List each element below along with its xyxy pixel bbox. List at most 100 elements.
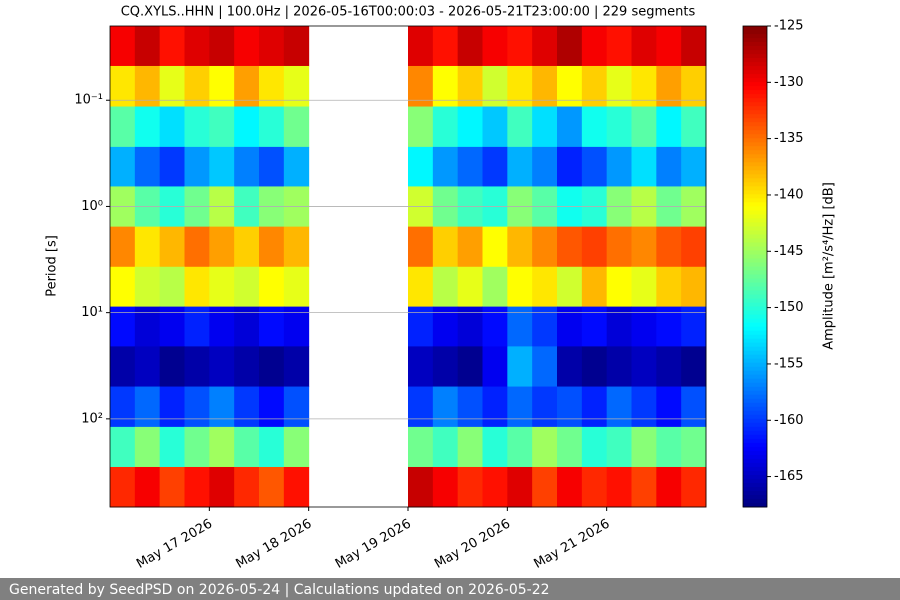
colorbar-band: [743, 150, 767, 155]
heatmap-cell: [656, 266, 682, 308]
colorbar-band: [743, 434, 767, 440]
colorbar-band: [743, 210, 767, 215]
colorbar-band: [743, 54, 767, 59]
heatmap-cell: [159, 466, 185, 508]
colorbar-band: [743, 302, 767, 308]
colorbar-band: [743, 106, 767, 111]
heatmap-cell: [631, 306, 657, 347]
colorbar-band: [743, 286, 767, 292]
heatmap-cell: [482, 106, 508, 148]
heatmap-cell: [408, 466, 434, 508]
heatmap-cell: [234, 106, 260, 148]
heatmap-cell: [482, 426, 508, 468]
heatmap-cell: [681, 266, 707, 308]
colorbar-tick-label: -130: [774, 75, 804, 90]
heatmap-cell: [234, 466, 260, 508]
colorbar-band: [743, 382, 767, 388]
heatmap-cell: [159, 26, 185, 67]
heatmap-cell: [134, 65, 161, 108]
colorbar-band: [743, 246, 767, 251]
heatmap-cell: [159, 106, 185, 148]
colorbar-band: [743, 338, 767, 344]
colorbar-band: [743, 86, 767, 91]
heatmap-cell: [408, 306, 434, 347]
heatmap-cell: [110, 106, 136, 148]
heatmap-cell: [283, 346, 310, 388]
heatmap-cell: [432, 26, 459, 67]
colorbar-band: [743, 202, 767, 207]
heatmap-cell: [283, 386, 310, 428]
heatmap-cell: [681, 426, 707, 468]
heatmap-cell: [259, 426, 285, 468]
colorbar-tick-label: -135: [774, 131, 804, 146]
colorbar-band: [743, 46, 767, 51]
heatmap-cell: [432, 65, 459, 108]
heatmap-cell: [408, 266, 434, 308]
heatmap-cell: [532, 426, 558, 468]
heatmap-cell: [408, 346, 434, 388]
heatmap-cell: [606, 26, 632, 67]
heatmap-cell: [408, 65, 434, 108]
heatmap-cell: [209, 65, 235, 108]
heatmap-cell: [209, 426, 235, 468]
heatmap-cell: [557, 386, 583, 428]
colorbar-label: Amplitude [m²/s⁴/Hz] [dB]: [822, 182, 837, 350]
heatmap-cell: [532, 65, 558, 108]
colorbar-band: [743, 130, 767, 135]
colorbar-band: [743, 262, 767, 267]
heatmap-cell: [631, 346, 657, 388]
heatmap-cell: [259, 386, 285, 428]
colorbar-band: [743, 374, 767, 380]
colorbar-band: [743, 238, 767, 243]
colorbar-band: [743, 406, 767, 412]
colorbar-band: [743, 118, 767, 123]
colorbar-band: [743, 82, 767, 87]
colorbar-tick-label: -160: [774, 413, 804, 428]
colorbar-band: [743, 390, 767, 396]
heatmap-cell: [581, 65, 608, 108]
colorbar-band: [743, 158, 767, 163]
heatmap-cell: [159, 306, 185, 347]
heatmap-cell: [184, 106, 210, 148]
heatmap-cell: [259, 346, 285, 388]
heatmap-cell: [432, 146, 459, 187]
colorbar-band: [743, 366, 767, 372]
heatmap-cell: [606, 426, 632, 468]
colorbar-band: [743, 470, 767, 476]
colorbar-band: [743, 402, 767, 408]
heatmap-cell: [631, 65, 657, 108]
heatmap-cell: [482, 266, 508, 308]
heatmap-cell: [482, 306, 508, 347]
heatmap-cell: [656, 106, 682, 148]
heatmap-cell: [184, 426, 210, 468]
heatmap-cell: [159, 346, 185, 388]
colorbar-band: [743, 266, 767, 272]
heatmap-cell: [110, 386, 136, 428]
colorbar-band: [743, 482, 767, 488]
heatmap-cell: [581, 346, 608, 388]
heatmap-cell: [656, 26, 682, 67]
heatmap-cell: [631, 466, 657, 508]
heatmap-cell: [283, 106, 310, 148]
heatmap-cell: [134, 146, 161, 187]
heatmap-cell: [283, 306, 310, 347]
colorbar-band: [743, 490, 767, 496]
colorbar-band: [743, 270, 767, 276]
heatmap-cell: [110, 306, 136, 347]
heatmap-cell: [681, 386, 707, 428]
x-tick-label: May 19 2026: [333, 517, 414, 572]
colorbar-band: [743, 298, 767, 304]
heatmap-cell: [209, 346, 235, 388]
heatmap-cell: [581, 26, 608, 67]
heatmap-cell: [134, 346, 161, 388]
heatmap-cell: [681, 146, 707, 187]
colorbar-band: [743, 358, 767, 364]
colorbar-band: [743, 502, 767, 508]
x-tick-label: May 21 2026: [531, 517, 612, 572]
heatmap-cell: [457, 466, 483, 508]
heatmap-cell: [507, 106, 533, 148]
colorbar-band: [743, 142, 767, 147]
heatmap-cell: [532, 306, 558, 347]
heatmap-cell: [234, 65, 260, 108]
heatmap-cell: [532, 146, 558, 187]
